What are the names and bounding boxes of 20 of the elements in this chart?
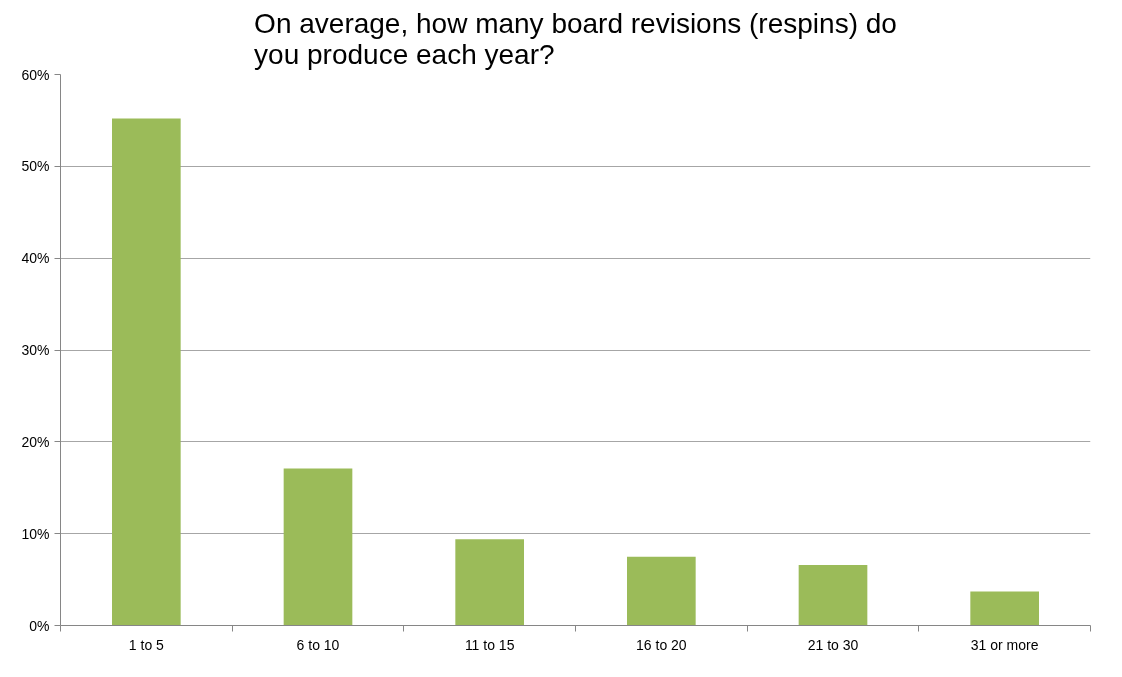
bar	[627, 556, 696, 626]
bar	[970, 591, 1039, 626]
y-tick-label: 20%	[21, 433, 50, 450]
x-tick-label: 31 or more	[970, 636, 1039, 653]
y-tick-label: 0%	[29, 617, 50, 634]
x-tick-label: 6 to 10	[296, 636, 340, 653]
x-tick-label: 16 to 20	[636, 636, 687, 653]
y-tick-label: 40%	[21, 250, 50, 267]
bar	[455, 539, 524, 626]
x-tick-label: 1 to 5	[128, 636, 165, 653]
chart-title: On average, how many board revisions (respins) do you produce each year?	[254, 7, 897, 70]
bar	[798, 564, 868, 626]
y-tick-label: 60%	[21, 66, 50, 83]
x-tick-label: 21 to 30	[807, 636, 859, 653]
x-tick-label: 11 to 15	[464, 636, 515, 653]
y-tick-label: 10%	[21, 525, 50, 542]
bar	[112, 118, 181, 626]
bar	[283, 468, 353, 626]
y-tick-label: 30%	[21, 342, 50, 358]
y-tick-label: 50%	[21, 158, 50, 175]
